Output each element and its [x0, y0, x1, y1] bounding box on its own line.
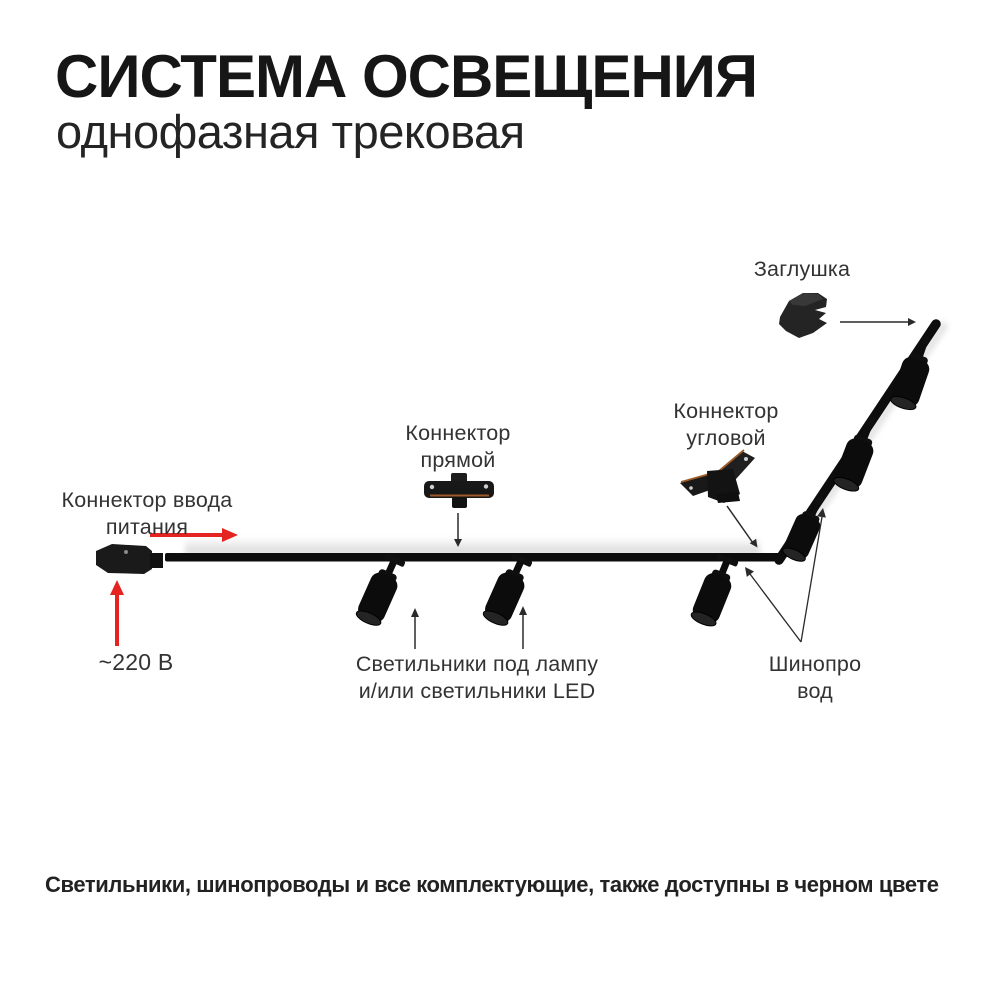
- busbar-arrow-2: [800, 508, 826, 643]
- label-lights-line2: и/или светильники LED: [358, 679, 596, 703]
- label-straight-connector-line2: прямой: [420, 448, 496, 472]
- label-corner-connector-line1: Коннектор: [673, 399, 779, 423]
- footer-note: Светильники, шинопроводы и все комплекту…: [45, 872, 939, 897]
- label-end-cap-text: Заглушка: [753, 257, 851, 281]
- label-straight-connector-line1: Коннектор: [405, 421, 511, 445]
- end-cap-arrow: [840, 318, 916, 326]
- corner-connector-graphic: [680, 449, 755, 503]
- label-lights-line1: Светильники под лампу: [355, 652, 599, 676]
- spotlight-horizontal-3: [690, 553, 739, 627]
- label-corner-connector: Коннектор угловой: [673, 398, 778, 452]
- power-direction-arrow: [150, 528, 238, 542]
- voltage-arrow: [110, 580, 124, 646]
- label-busbar: Шинопро вод: [769, 651, 862, 705]
- end-cap-graphic: [779, 293, 827, 338]
- spotlight-horizontal-2: [482, 553, 533, 626]
- label-busbar-line1: Шинопро: [768, 652, 862, 676]
- label-voltage-text: ~220 В: [98, 649, 174, 675]
- power-input-connector-graphic: [96, 544, 163, 574]
- arrow-head: [110, 580, 124, 595]
- light-arrow-2: [519, 606, 527, 649]
- spotlight-diagonal-3: [782, 495, 824, 562]
- label-power-input-line1: Коннектор ввода: [61, 488, 233, 512]
- label-power-input-line2: питания: [105, 515, 189, 539]
- spotlight-diagonal-2: [833, 417, 876, 492]
- label-straight-connector: Коннектор прямой: [405, 420, 510, 474]
- label-end-cap: Заглушка: [754, 256, 850, 283]
- page-subtitle: однофазная трековая: [56, 105, 525, 158]
- label-busbar-line2: вод: [797, 679, 833, 703]
- label-lights: Светильники под лампу и/или светильники …: [356, 651, 598, 705]
- busbar-arrow-1: [745, 567, 802, 643]
- page-title: СИСТЕМА ОСВЕЩЕНИЯ: [55, 43, 758, 110]
- callout-arrows: [411, 318, 916, 649]
- straight-connector-arrow: [454, 513, 462, 547]
- arrow-head: [222, 528, 238, 542]
- label-corner-connector-line2: угловой: [686, 426, 766, 450]
- label-voltage: ~220 В: [99, 649, 174, 676]
- track-horizontal: [165, 553, 781, 562]
- spotlight-horizontal-1: [355, 553, 406, 626]
- light-arrow-1: [411, 608, 419, 649]
- spotlight-diagonal-1: [890, 335, 931, 411]
- corner-connector-arrow: [726, 505, 758, 548]
- straight-connector-graphic: [424, 473, 494, 508]
- label-power-input: Коннектор ввода питания: [62, 487, 233, 541]
